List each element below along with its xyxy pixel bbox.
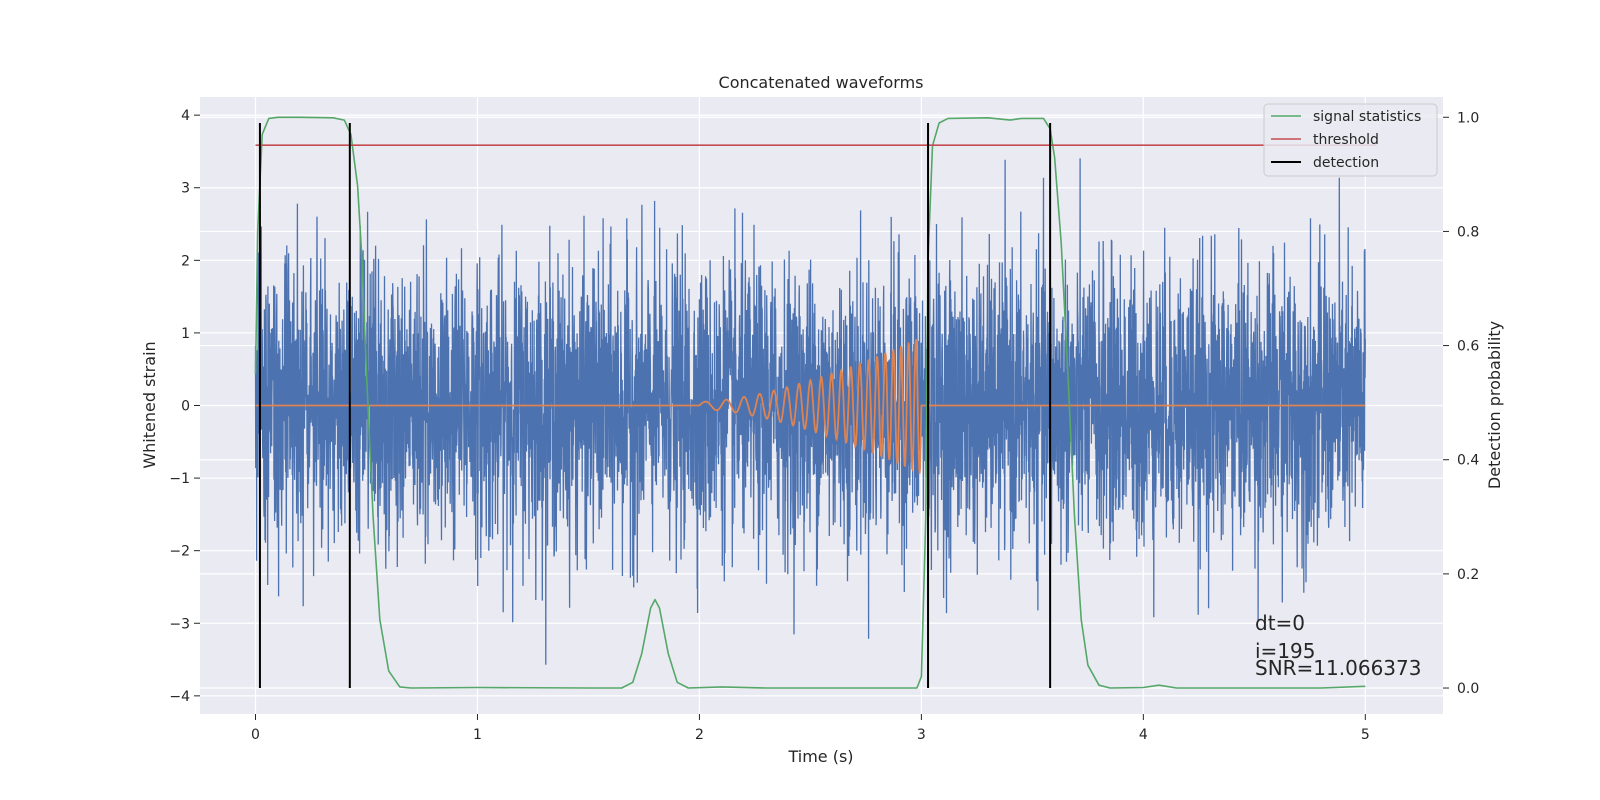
x-tick-label-5: 5 (1361, 727, 1370, 743)
y-tick-label-2: 2 (181, 253, 190, 269)
legend-label-threshold: threshold (1313, 132, 1379, 148)
y-tick-label-4: 0 (181, 399, 190, 415)
right-y-tick-label-0: 0.0 (1457, 681, 1479, 697)
legend-label-signal-statistics: signal statistics (1313, 109, 1421, 125)
y-tick-label-6: −2 (169, 544, 190, 560)
x-tick-label-0: 0 (251, 727, 260, 743)
series-chirp-template (255, 339, 1366, 474)
legend-box (1263, 103, 1438, 177)
y-tick-label-3: 1 (181, 326, 190, 342)
x-tick-label-4: 4 (1139, 727, 1148, 743)
legend-label-detection: detection (1313, 155, 1379, 171)
legend: signal statistics threshold detection (1263, 103, 1438, 177)
annotation-snr: SNR=11.066373 (1255, 656, 1421, 680)
series-signal-statistics (254, 116, 1366, 689)
y-tick-label-0: 4 (181, 108, 190, 124)
y-axis-label: Whitened strain (140, 341, 159, 468)
annotation-index: i=195 (1255, 639, 1316, 663)
x-axis: 0 1 2 3 4 5 (251, 714, 1370, 743)
annotation-dt: dt=0 (1255, 611, 1305, 635)
left-y-axis: 4 3 2 1 0 −1 −2 −3 −4 (169, 108, 200, 705)
series-layer (254, 116, 1377, 689)
x-tick-label-1: 1 (473, 727, 482, 743)
y-tick-label-8: −4 (169, 689, 190, 705)
right-y-tick-label-2: 0.4 (1457, 453, 1479, 469)
x-axis-label: Time (s) (787, 747, 853, 766)
x-tick-label-2: 2 (695, 727, 704, 743)
y-tick-label-5: −1 (169, 471, 190, 487)
series-strain-noise (254, 158, 1366, 665)
right-y-tick-label-4: 0.8 (1457, 224, 1479, 240)
right-y-tick-label-1: 0.2 (1457, 567, 1479, 583)
right-y-tick-label-5: 1.0 (1457, 110, 1479, 126)
y-tick-label-7: −3 (169, 616, 190, 632)
right-y-tick-label-3: 0.6 (1457, 339, 1479, 355)
right-y-axis: 0.0 0.2 0.4 0.6 0.8 1.0 (1443, 110, 1479, 697)
y-tick-label-1: 3 (181, 181, 190, 197)
chart-title: Concatenated waveforms (719, 73, 924, 92)
right-y-axis-label: Detection probability (1485, 321, 1504, 489)
x-tick-label-3: 3 (917, 727, 926, 743)
